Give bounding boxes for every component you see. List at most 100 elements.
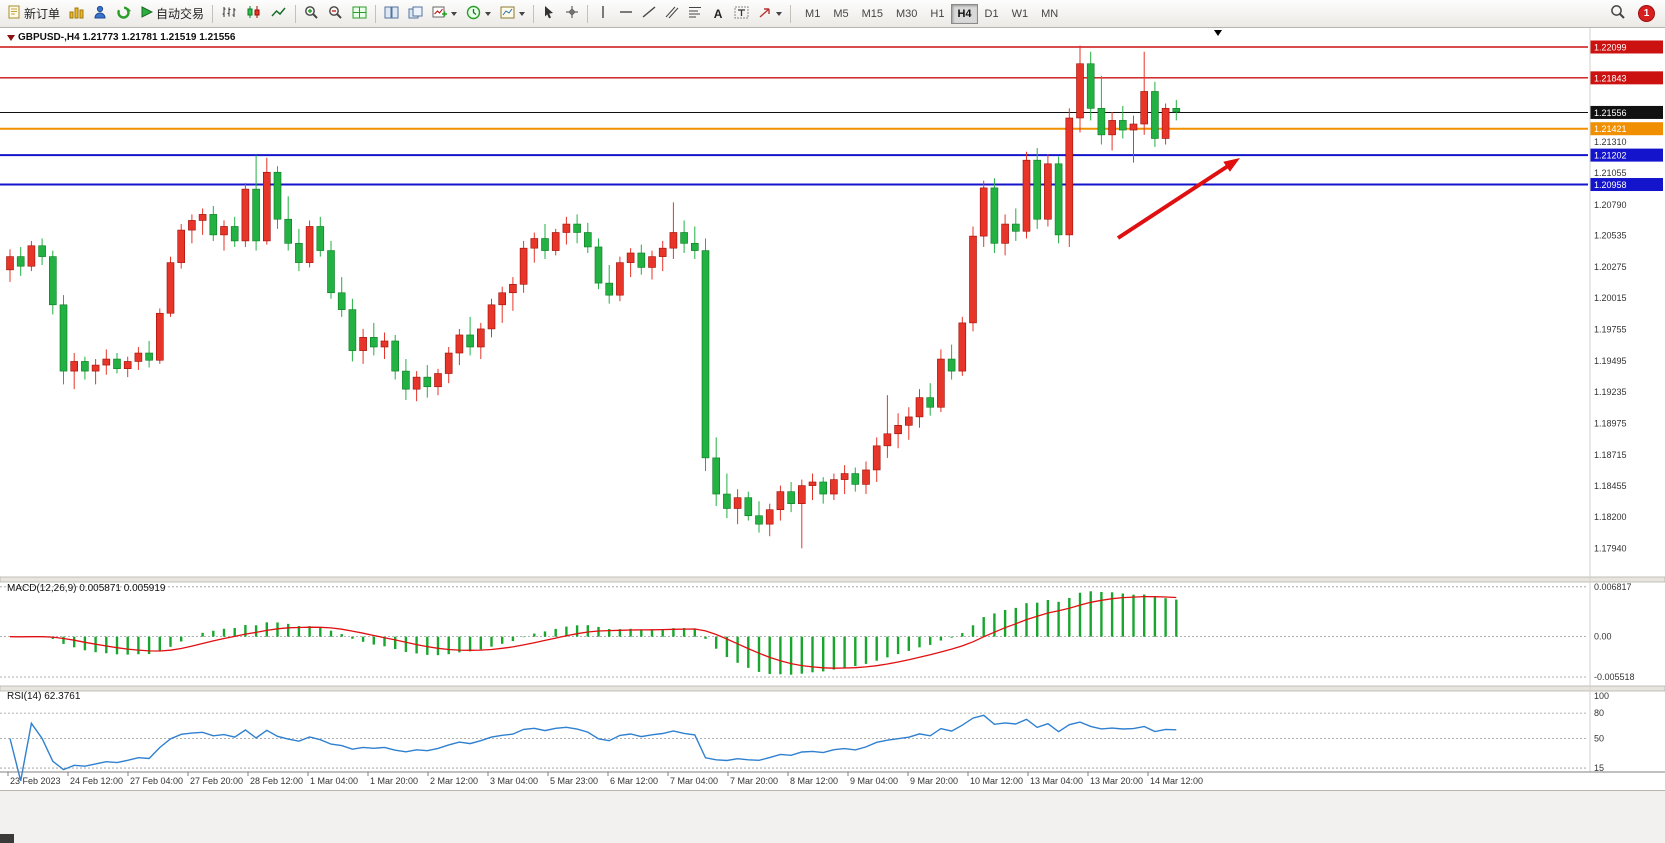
fibonacci-tool-button[interactable] [684,3,706,25]
channel-icon [665,5,679,22]
dropdown-caret-icon [519,11,526,16]
search-icon [1610,4,1626,23]
dropdown-caret-icon [451,11,458,16]
periods-button[interactable] [462,3,495,25]
zoom-in-icon [304,5,319,23]
chart-grid-button[interactable] [348,3,371,25]
svg-text:15: 15 [1594,763,1604,773]
candlestick-icon [246,5,262,22]
charts-profile-button[interactable] [65,3,88,25]
trendline-tool-button[interactable] [638,3,660,25]
crosshair-tool-button[interactable] [561,3,583,25]
rsi-indicator-label: RSI(14) 62.3761 [7,691,81,702]
svg-text:0.00: 0.00 [1594,632,1612,642]
bottom-strip [0,790,1665,843]
svg-text:1.18975: 1.18975 [1594,419,1627,429]
timeframe-group: M1 M5 M15 M30 H1 H4 D1 W1 MN [799,3,1064,24]
new-order-button[interactable]: 新订单 [4,3,64,25]
svg-text:9 Mar 04:00: 9 Mar 04:00 [850,776,898,786]
timeframe-w1-button[interactable]: W1 [1006,4,1035,24]
svg-text:1 Mar 04:00: 1 Mar 04:00 [310,776,358,786]
svg-text:6 Mar 12:00: 6 Mar 12:00 [610,776,658,786]
toolbar-right-tools: 1 [1606,3,1661,25]
refresh-circle-icon [116,5,132,23]
channel-tool-button[interactable] [661,3,683,25]
auto-trading-button[interactable]: 自动交易 [136,3,208,25]
dropdown-caret-icon [776,11,783,16]
svg-text:13 Mar 04:00: 13 Mar 04:00 [1030,776,1083,786]
window-corner [0,834,14,843]
zoom-out-button[interactable] [324,3,347,25]
timeframe-m30-button[interactable]: M30 [890,4,923,24]
new-chart-button[interactable] [428,3,461,25]
svg-text:1.20790: 1.20790 [1594,200,1627,210]
svg-text:100: 100 [1594,691,1609,701]
new-chart-icon [432,6,448,22]
timeframe-m5-button[interactable]: M5 [827,4,854,24]
toolbar-separator [587,4,589,23]
svg-text:0.006817: 0.006817 [1594,582,1632,592]
svg-text:1.18715: 1.18715 [1594,450,1627,460]
timeframe-h4-button[interactable]: H4 [951,3,978,24]
timeframe-m15-button[interactable]: M15 [856,4,889,24]
templates-button[interactable] [496,3,529,25]
auto-trading-label: 自动交易 [156,7,205,21]
fibonacci-icon [688,5,702,22]
auto-trading-icon [140,5,154,22]
chart-window: 1.21310 1.21055 1.20790 1.20535 1.20275 1.200… [0,28,1665,790]
crosshair-icon [565,5,579,22]
new-order-label: 新订单 [24,7,61,21]
grid-table-icon [352,6,367,22]
svg-text:80: 80 [1594,708,1604,718]
candlestick-chart-type-button[interactable] [242,3,266,25]
svg-text:1.21310: 1.21310 [1594,137,1627,147]
svg-text:3 Mar 04:00: 3 Mar 04:00 [490,776,538,786]
svg-text:1.21843: 1.21843 [1594,73,1627,83]
person-icon [93,5,107,22]
main-toolbar: 新订单 自动交易 [0,0,1665,28]
notification-badge[interactable]: 1 [1638,5,1655,22]
zoom-in-button[interactable] [300,3,323,25]
svg-text:5 Mar 23:00: 5 Mar 23:00 [550,776,598,786]
toolbar-separator [212,4,214,23]
svg-text:1.21055: 1.21055 [1594,168,1627,178]
text-label-tool-button[interactable] [730,3,753,25]
horizontal-line-tool-button[interactable] [615,3,637,25]
svg-text:27 Feb 04:00: 27 Feb 04:00 [130,776,183,786]
svg-text:1.21556: 1.21556 [1594,108,1627,118]
line-chart-type-button[interactable] [267,3,291,25]
chart-canvas[interactable]: 1.21310 1.21055 1.20790 1.20535 1.20275 1.200… [0,28,1665,790]
bar-chart-type-button[interactable] [217,3,241,25]
svg-text:10 Mar 12:00: 10 Mar 12:00 [970,776,1023,786]
svg-text:-0.005518: -0.005518 [1594,672,1635,682]
refresh-button[interactable] [112,3,135,25]
svg-text:27 Feb 20:00: 27 Feb 20:00 [190,776,243,786]
svg-text:1.18455: 1.18455 [1594,481,1627,491]
ohlc-bars-icon [221,5,237,22]
svg-text:1.21421: 1.21421 [1594,124,1627,134]
cursor-arrow-icon [542,5,556,22]
svg-text:24 Feb 12:00: 24 Feb 12:00 [70,776,123,786]
cursor-tool-button[interactable] [538,3,560,25]
tile-windows-button[interactable] [380,3,403,25]
arrows-tool-button[interactable] [754,3,786,25]
timeframe-mn-button[interactable]: MN [1035,4,1064,24]
timeframe-h1-button[interactable]: H1 [924,4,950,24]
timeframe-m1-button[interactable]: M1 [799,4,826,24]
svg-text:1.22099: 1.22099 [1594,42,1627,52]
svg-text:2 Mar 12:00: 2 Mar 12:00 [430,776,478,786]
bar-end-marker [1214,30,1222,36]
market-watch-button[interactable] [89,3,111,25]
svg-text:1.20275: 1.20275 [1594,262,1627,272]
cascade-windows-button[interactable] [404,3,427,25]
text-tool-button[interactable]: A [707,3,729,25]
text-label-icon [734,6,749,22]
svg-text:13 Mar 20:00: 13 Mar 20:00 [1090,776,1143,786]
template-icon [500,6,515,22]
timeframe-d1-button[interactable]: D1 [979,4,1005,24]
line-chart-icon [271,5,287,22]
chart-symbol-title: GBPUSD-,H4 1.21773 1.21781 1.21519 1.215… [7,32,235,43]
svg-text:8 Mar 12:00: 8 Mar 12:00 [790,776,838,786]
search-button[interactable] [1606,3,1630,25]
vertical-line-tool-button[interactable] [592,3,614,25]
